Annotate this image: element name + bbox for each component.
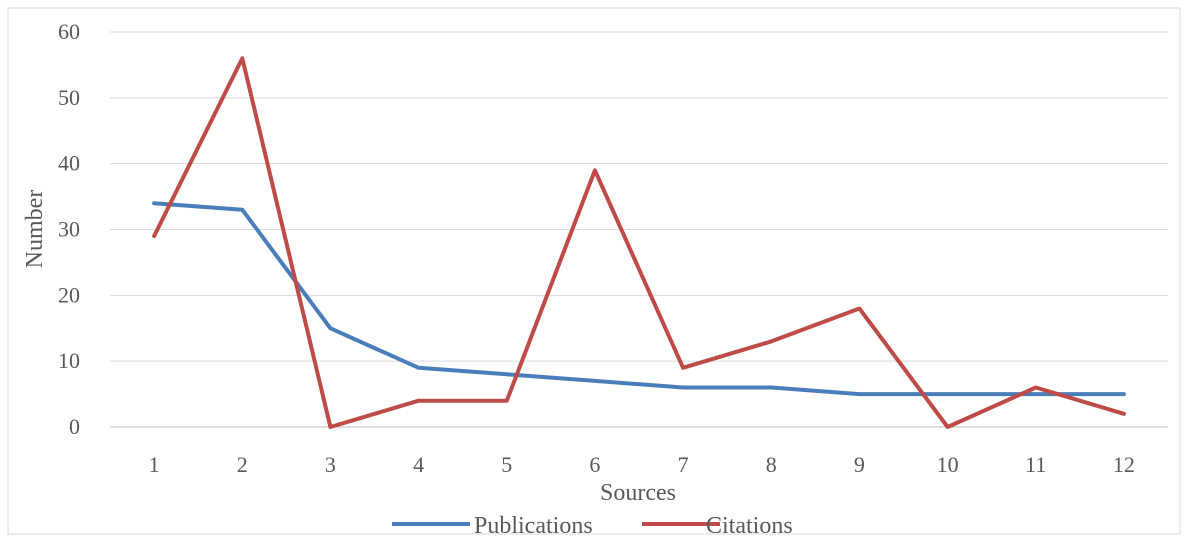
y-tick-labels: 0 10 20 30 40 50 60 [58, 19, 80, 439]
y-tick-label: 20 [58, 282, 80, 307]
y-tick-label: 50 [58, 85, 80, 110]
x-tick-label: 8 [766, 452, 777, 477]
x-tick-label: 2 [237, 452, 248, 477]
x-tick-label: 11 [1025, 452, 1046, 477]
x-tick-labels: 1 2 3 4 5 6 7 8 9 10 11 12 [149, 452, 1135, 477]
legend-label-citations: Citations [706, 513, 793, 539]
y-tick-label: 0 [69, 414, 80, 439]
x-tick-label: 4 [413, 452, 424, 477]
legend: Publications Citations [392, 513, 793, 539]
x-tick-label: 5 [501, 452, 512, 477]
y-tick-label: 10 [58, 348, 80, 373]
x-tick-label: 6 [589, 452, 600, 477]
x-tick-label: 9 [854, 452, 865, 477]
series-line-citations [152, 56, 1126, 429]
y-tick-label: 30 [58, 217, 80, 242]
y-tick-label: 60 [58, 19, 80, 44]
x-axis-title: Sources [600, 480, 676, 506]
x-tick-label: 7 [678, 452, 689, 477]
series-line-publications [152, 201, 1126, 397]
y-axis-title: Number [22, 190, 48, 269]
chart-border [7, 7, 1181, 535]
x-tick-label: 3 [325, 452, 336, 477]
x-tick-label: 12 [1113, 452, 1135, 477]
legend-label-publications: Publications [474, 513, 593, 539]
gridlines [110, 31, 1168, 428]
y-tick-label: 40 [58, 151, 80, 176]
series-lines [152, 56, 1126, 429]
x-tick-label: 10 [937, 452, 959, 477]
x-tick-label: 1 [149, 452, 160, 477]
